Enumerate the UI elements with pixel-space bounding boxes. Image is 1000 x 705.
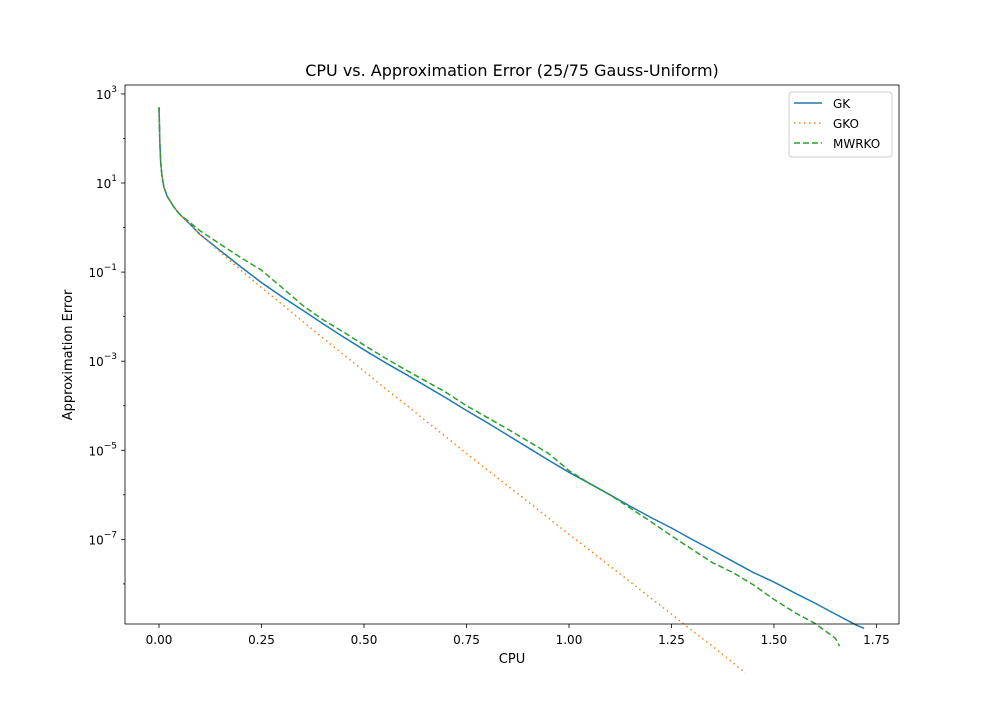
y-axis-label: Approximation Error bbox=[61, 289, 76, 420]
chart-title: CPU vs. Approximation Error (25/75 Gauss… bbox=[305, 61, 719, 80]
y-tick-label: 10−3 bbox=[88, 352, 117, 369]
y-tick-label: 10−5 bbox=[88, 441, 117, 458]
series-line-gk bbox=[158, 107, 865, 630]
x-tick-label: 1.50 bbox=[761, 633, 788, 647]
series-line-mwrko bbox=[158, 107, 841, 647]
legend-label-gk: GK bbox=[833, 97, 851, 111]
x-tick-label: 1.00 bbox=[556, 633, 583, 647]
y-tick-label: 10−7 bbox=[88, 530, 117, 547]
x-tick-label: 0.00 bbox=[146, 633, 173, 647]
x-tick-label: 1.75 bbox=[863, 633, 890, 647]
legend-box bbox=[788, 91, 893, 158]
x-tick-label: 1.25 bbox=[658, 633, 685, 647]
axes: 0.00 0.25 0.50 0.75 1.00 1.25 1.50 1.75 103 101 10… bbox=[88, 85, 889, 647]
y-tick-label: 10−1 bbox=[88, 263, 117, 280]
x-tick-label: 0.25 bbox=[248, 633, 275, 647]
y-tick-label: 103 bbox=[96, 85, 117, 102]
legend-label-gko: GKO bbox=[833, 117, 859, 131]
x-axis-label: CPU bbox=[499, 652, 525, 667]
plot-frame bbox=[124, 84, 900, 625]
x-tick-label: 0.50 bbox=[351, 633, 378, 647]
x-tick-label: 0.75 bbox=[453, 633, 480, 647]
legend-label-mwrko: MWRKO bbox=[833, 137, 880, 151]
series-line-gko bbox=[158, 107, 746, 674]
legend: GK GKO MWRKO bbox=[788, 91, 893, 158]
plot-area bbox=[158, 107, 865, 674]
y-tick-label: 101 bbox=[96, 174, 117, 191]
